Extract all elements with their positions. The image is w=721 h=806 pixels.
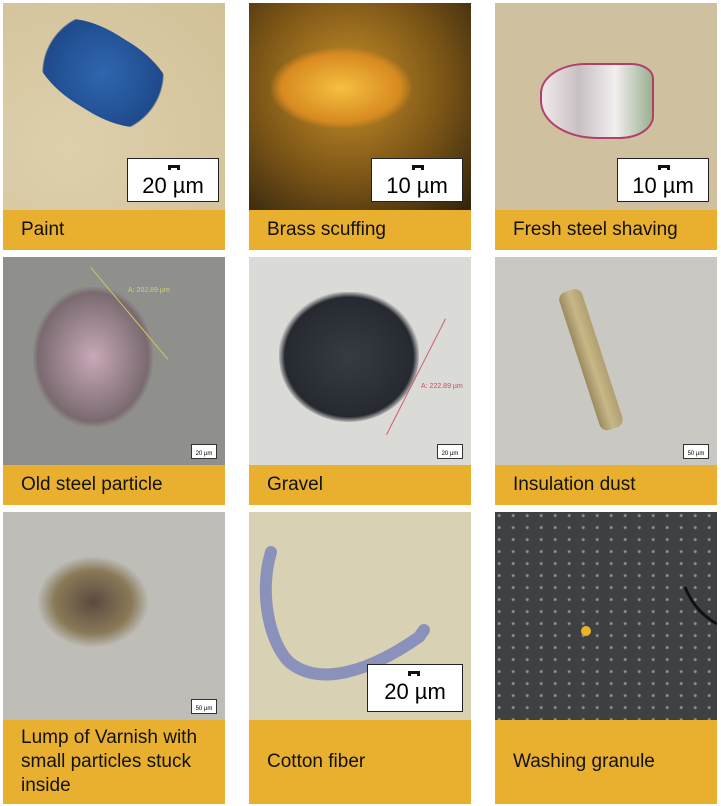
caption: Cotton fiber (249, 720, 471, 804)
scale-bar: 20 µm (127, 158, 219, 202)
scale-bar: 10 µm (617, 158, 709, 202)
caption: Washing granule (495, 720, 717, 804)
micrograph-insulation: 50 µm (495, 257, 717, 465)
scale-bar: 10 µm (371, 158, 463, 202)
scale-bar: 20 µm (191, 444, 217, 459)
micrograph-old-steel: A: 202.89 µm 20 µm (3, 257, 225, 465)
caption: Paint (3, 210, 225, 250)
scale-bar: 20 µm (367, 664, 463, 712)
paint-particle (18, 3, 188, 147)
micrograph-gravel: A: 222.89 µm 20 µm (249, 257, 471, 465)
old-steel-particle (33, 287, 153, 427)
gravel-particle (279, 292, 419, 422)
micrograph-varnish: 50 µm (3, 512, 225, 720)
measurement-label: A: 202.89 µm (128, 287, 170, 294)
cotton-fiber-strand (259, 546, 430, 681)
micrograph-fresh-steel: 10 µm (495, 3, 717, 210)
micrograph-brass: 10 µm (249, 3, 471, 210)
dark-fiber (683, 586, 717, 626)
measurement-label: A: 222.89 µm (421, 383, 463, 390)
caption: Fresh steel shaving (495, 210, 717, 250)
scale-label: 20 µm (142, 173, 204, 198)
caption: Brass scuffing (249, 210, 471, 250)
steel-shaving-particle (540, 63, 654, 139)
varnish-particle (38, 557, 148, 647)
caption: Insulation dust (495, 465, 717, 505)
insulation-particle (557, 287, 625, 433)
brass-particle (271, 48, 411, 128)
scale-bar: 20 µm (437, 444, 463, 459)
scale-bar: 50 µm (191, 699, 217, 714)
micrograph-washing-granule (495, 512, 717, 720)
micrograph-paint: 20 µm (3, 3, 225, 210)
scale-bar: 50 µm (683, 444, 709, 459)
caption: Lump of Varnish with small particles stu… (3, 720, 225, 804)
caption: Gravel (249, 465, 471, 505)
micrograph-cotton: 20 µm (249, 512, 471, 720)
caption: Old steel particle (3, 465, 225, 505)
scale-label: 20 µm (384, 679, 446, 704)
scale-label: 10 µm (632, 173, 694, 198)
washing-granule-particle (581, 626, 591, 636)
scale-label: 10 µm (386, 173, 448, 198)
